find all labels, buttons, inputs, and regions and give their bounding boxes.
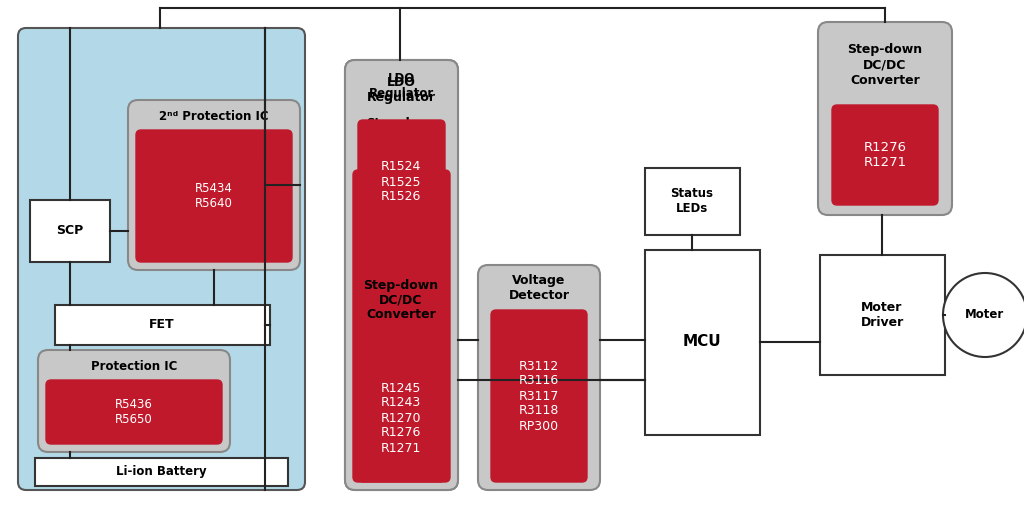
Text: Status
LEDs: Status LEDs <box>671 187 714 215</box>
FancyBboxPatch shape <box>46 380 222 444</box>
Text: MCU: MCU <box>683 334 721 350</box>
Text: Protection IC: Protection IC <box>91 359 177 373</box>
Text: Step-down
DC/DC
Converter: Step-down DC/DC Converter <box>848 44 923 87</box>
FancyBboxPatch shape <box>490 310 587 482</box>
Text: Step-down
DC/DC
Converter: Step-down DC/DC Converter <box>364 279 438 322</box>
Text: R1245
R1243
R1270
R1276
R1271: R1245 R1243 R1270 R1276 R1271 <box>381 381 421 455</box>
Text: Moter: Moter <box>966 309 1005 322</box>
FancyBboxPatch shape <box>358 355 445 482</box>
Text: SCP: SCP <box>56 224 84 238</box>
FancyBboxPatch shape <box>38 350 230 452</box>
Text: FET: FET <box>150 318 175 331</box>
Text: R1524
R1525
R1526: R1524 R1525 R1526 <box>381 160 421 203</box>
Circle shape <box>943 273 1024 357</box>
Bar <box>645 168 740 235</box>
Text: R1276
R1271: R1276 R1271 <box>863 141 906 169</box>
Text: R5434
R5640: R5434 R5640 <box>195 182 232 210</box>
Bar <box>35 458 288 486</box>
Text: 2ⁿᵈ Protection IC: 2ⁿᵈ Protection IC <box>159 110 269 122</box>
FancyBboxPatch shape <box>18 28 305 490</box>
FancyBboxPatch shape <box>478 265 600 490</box>
Text: Moter
Driver: Moter Driver <box>860 301 903 329</box>
Bar <box>30 200 110 262</box>
FancyBboxPatch shape <box>136 130 292 262</box>
FancyBboxPatch shape <box>358 120 445 245</box>
Bar <box>55 305 270 345</box>
Text: LDO
Regulator

Step-down
DC/DC
Converter: LDO Regulator Step-down DC/DC Converter <box>366 72 437 160</box>
Bar <box>820 255 945 375</box>
FancyBboxPatch shape <box>128 100 300 270</box>
FancyBboxPatch shape <box>831 105 938 205</box>
Text: LDO
Regulator: LDO Regulator <box>367 76 435 104</box>
Text: R5436
R5650: R5436 R5650 <box>115 398 153 426</box>
Bar <box>645 250 760 435</box>
FancyBboxPatch shape <box>818 22 952 215</box>
FancyBboxPatch shape <box>345 60 458 490</box>
FancyBboxPatch shape <box>353 170 450 482</box>
Text: R3112
R3116
R3117
R3118
RP300: R3112 R3116 R3117 R3118 RP300 <box>519 359 559 433</box>
FancyBboxPatch shape <box>345 60 458 490</box>
Text: Voltage
Detector: Voltage Detector <box>509 274 569 302</box>
Text: Li-ion Battery: Li-ion Battery <box>116 465 206 479</box>
